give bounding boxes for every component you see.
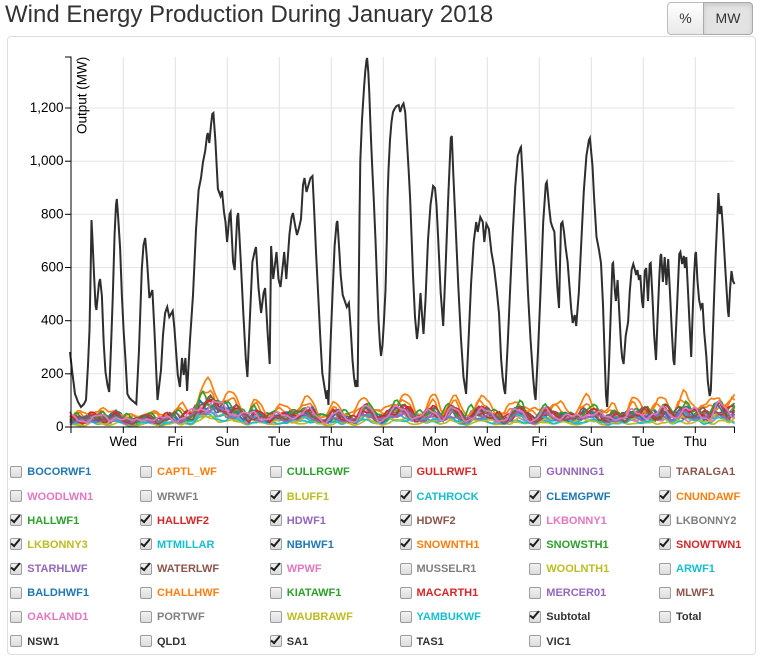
svg-text:Fri: Fri xyxy=(167,434,183,449)
svg-text:0: 0 xyxy=(56,419,64,434)
svg-text:Wed: Wed xyxy=(110,434,138,449)
svg-text:Sun: Sun xyxy=(579,434,603,449)
svg-text:Thu: Thu xyxy=(320,434,343,449)
svg-text:1,200: 1,200 xyxy=(30,100,64,115)
svg-text:Sat: Sat xyxy=(373,434,394,449)
svg-text:Mon: Mon xyxy=(422,434,448,449)
svg-text:Tue: Tue xyxy=(268,434,291,449)
svg-text:Sun: Sun xyxy=(215,434,239,449)
svg-text:1,000: 1,000 xyxy=(30,153,64,168)
svg-text:Tue: Tue xyxy=(632,434,655,449)
svg-text:400: 400 xyxy=(41,313,64,328)
svg-text:Wed: Wed xyxy=(474,434,502,449)
svg-text:600: 600 xyxy=(41,260,64,275)
svg-text:Thu: Thu xyxy=(684,434,707,449)
svg-text:Fri: Fri xyxy=(531,434,547,449)
svg-text:200: 200 xyxy=(41,366,64,381)
svg-text:800: 800 xyxy=(41,206,64,221)
svg-text:Output (MW): Output (MW) xyxy=(75,57,90,134)
